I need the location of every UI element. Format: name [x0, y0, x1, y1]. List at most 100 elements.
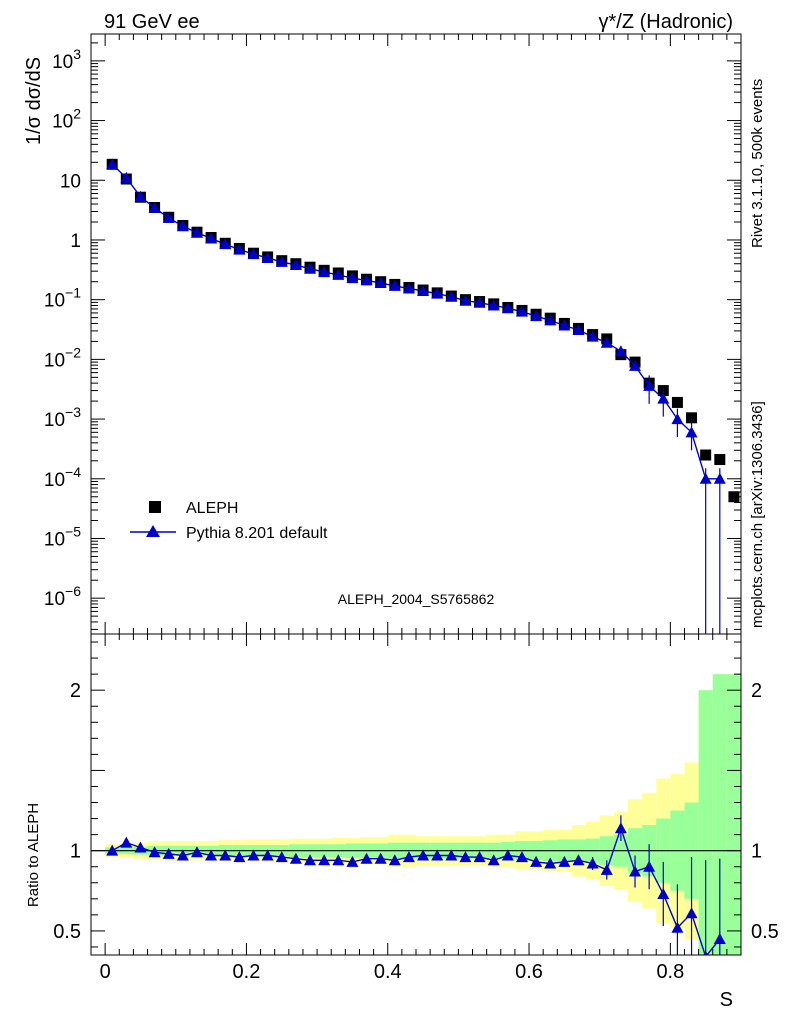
data-point-pythia: [487, 299, 500, 311]
y-tick-label-top: 103: [52, 46, 81, 73]
ratio-point-pythia: [703, 950, 709, 955]
series-line-pythia: [111, 163, 720, 480]
data-point-pythia: [530, 310, 543, 322]
y-tick-label-top: 102: [52, 106, 81, 133]
ratio-point-pythia: [629, 865, 642, 877]
data-point-pythia: [275, 255, 288, 267]
legend-label-pythia: Pythia 8.201 default: [186, 525, 328, 542]
y-tick-label-top: 1: [70, 231, 81, 252]
y-tick-label-top: 10−6: [44, 583, 81, 610]
data-point-pythia: [247, 248, 260, 260]
data-point-pythia: [176, 220, 189, 232]
ratio-point-pythia: [205, 849, 218, 861]
stat-uncertainty-band: [698, 690, 713, 955]
side-label-mcplots: mcplots.cern.ch [arXiv:1306.3436]: [749, 401, 766, 628]
ratio-uncertainty-bands: [105, 674, 741, 955]
ratio-panel-data: [91, 815, 741, 955]
data-point-pythia: [106, 158, 119, 170]
ratio-point-pythia: [402, 851, 415, 863]
ratio-point-pythia: [530, 855, 543, 867]
ratio-point-pythia: [600, 863, 613, 875]
data-point-pythia: [586, 330, 599, 342]
data-point-pythia: [600, 336, 613, 348]
ratio-point-pythia: [275, 851, 288, 863]
ratio-point-pythia: [360, 852, 373, 864]
data-point-aleph: [686, 412, 698, 424]
analysis-id: ALEPH_2004_S5765862: [338, 591, 495, 607]
ratio-point-pythia: [657, 888, 670, 900]
data-point-pythia: [205, 232, 218, 244]
top-panel-frame: [90, 33, 742, 635]
data-point-aleph: [728, 491, 740, 503]
data-point-pythia: [148, 201, 161, 213]
x-axis-title: S: [720, 989, 733, 1011]
data-point-aleph: [671, 396, 683, 408]
data-point-pythia: [657, 392, 670, 404]
data-point-pythia: [233, 243, 246, 255]
data-point-pythia: [713, 472, 726, 484]
ratio-point-pythia: [318, 854, 331, 866]
y-tick-label-bottom-right: 1: [751, 841, 762, 863]
ratio-point-pythia: [643, 860, 656, 872]
ratio-point-pythia: [671, 921, 684, 933]
data-point-pythia: [685, 426, 698, 438]
ratio-point-pythia: [487, 854, 500, 866]
ratio-point-pythia: [544, 857, 557, 869]
ratio-point-pythia: [586, 857, 599, 869]
x-tick-label: 0.2: [233, 961, 261, 983]
data-point-pythia: [544, 314, 557, 326]
header-left: 91 GeV ee: [104, 11, 200, 33]
ratio-point-pythia: [614, 822, 627, 834]
data-point-pythia: [459, 294, 472, 306]
stat-uncertainty-band: [712, 674, 727, 955]
data-point-aleph: [700, 449, 712, 461]
data-point-pythia: [445, 290, 458, 302]
legend-marker-aleph: [149, 501, 161, 513]
y-tick-label-top: 10−1: [44, 285, 81, 312]
data-point-pythia: [304, 262, 317, 274]
ratio-point-pythia: [713, 932, 726, 944]
data-point-pythia: [431, 287, 444, 299]
data-point-pythia: [402, 282, 415, 294]
data-point-pythia: [120, 171, 133, 183]
ratio-point-pythia: [473, 851, 486, 863]
x-tick-label: 0.8: [656, 961, 684, 983]
ratio-point-pythia: [374, 852, 387, 864]
ratio-point-pythia: [346, 855, 359, 867]
x-tick-label: 0.6: [515, 961, 543, 983]
legend-marker-pythia: [146, 525, 160, 537]
data-point-pythia: [699, 472, 712, 484]
ratio-point-pythia: [332, 854, 345, 866]
header-right: γ*/Z (Hadronic): [599, 11, 733, 33]
data-point-pythia: [643, 379, 656, 391]
data-point-pythia: [515, 305, 528, 317]
x-tick-label: 0: [100, 961, 111, 983]
ratio-point-pythia: [261, 849, 274, 861]
data-point-pythia: [558, 319, 571, 331]
data-point-pythia: [261, 251, 274, 263]
data-point-pythia: [219, 238, 232, 250]
y-tick-label-bottom-right: 2: [751, 680, 762, 702]
data-point-pythia: [360, 274, 373, 286]
axes: 0 0.2 0.4 0.6 0.810310210110−110−210−310−410…: [44, 33, 779, 983]
ratio-point-pythia: [162, 847, 175, 859]
data-point-pythia: [318, 266, 331, 278]
ratio-point-pythia: [247, 849, 260, 861]
ratio-point-pythia: [431, 849, 444, 861]
side-label-rivet: Rivet 3.1.10, 500k events: [749, 79, 766, 248]
y-tick-label-bottom-left: 0.5: [53, 921, 81, 943]
ratio-point-pythia: [417, 849, 430, 861]
ratio-point-pythia: [134, 841, 147, 853]
ratio-point-pythia: [501, 849, 514, 861]
y-axis-title-bottom: Ratio to ALEPH: [25, 803, 42, 907]
ratio-point-pythia: [233, 851, 246, 863]
data-point-pythia: [572, 324, 585, 336]
data-point-aleph: [714, 454, 726, 466]
ratio-point-pythia: [120, 836, 133, 848]
y-tick-label-top: 10−4: [44, 464, 81, 491]
data-point-pythia: [417, 284, 430, 296]
ratio-point-pythia: [515, 851, 528, 863]
ratio-point-pythia: [304, 854, 317, 866]
y-tick-label-bottom-left: 2: [70, 680, 81, 702]
